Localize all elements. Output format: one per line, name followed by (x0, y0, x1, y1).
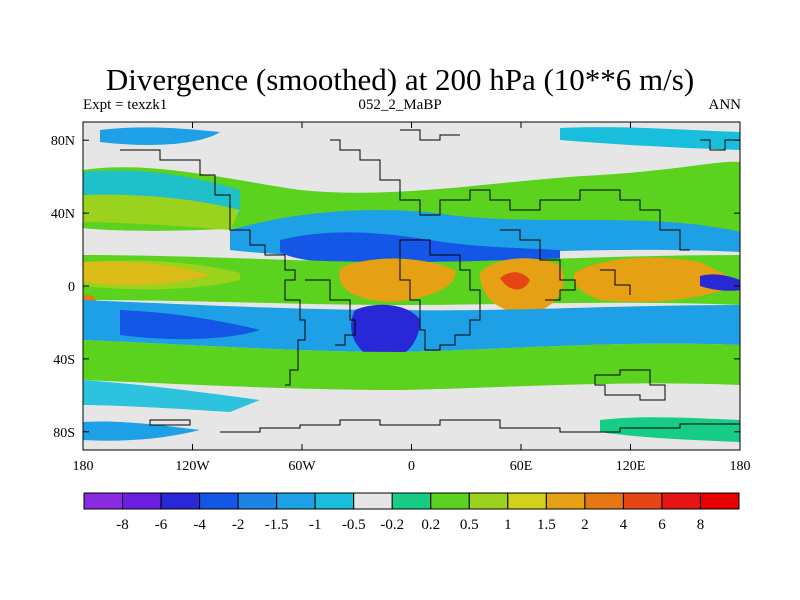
y-tick-label: 80S (53, 426, 75, 441)
colorbar-label: -8 (116, 517, 129, 533)
x-tick-label: 120W (175, 459, 210, 474)
colorbar-label: -1 (309, 517, 322, 533)
field-sh-darkblue (120, 310, 260, 340)
field-sh-green (83, 340, 740, 390)
field-arctic-blue (100, 127, 220, 145)
field-arctic-cyan (560, 127, 740, 150)
colorbar-box (160, 492, 201, 510)
colorbar-box (661, 492, 701, 510)
colorbar-label: -6 (155, 517, 168, 533)
colorbar-box (83, 492, 124, 510)
colorbar-box (276, 492, 316, 510)
y-tick-label: 40N (51, 207, 75, 222)
colorbar-label: 4 (620, 517, 628, 533)
colorbar-label: 1 (504, 517, 512, 533)
field-westpacific-orange (573, 257, 740, 302)
y-tick-label: 40S (53, 353, 75, 368)
colorbar-box (468, 492, 509, 510)
colorbar-label: 2 (581, 517, 589, 533)
colorbar-box (122, 492, 162, 510)
colorbar-box (353, 492, 393, 510)
field-sh-cyan (83, 380, 260, 412)
colorbar-label: 0.5 (460, 517, 479, 533)
x-tick-label: 60W (288, 459, 316, 474)
x-tick-label: 180 (73, 459, 94, 474)
colorbar-label: -2 (232, 517, 245, 533)
y-tick-label: 0 (68, 280, 75, 295)
colorbar-label: -0.2 (380, 517, 404, 533)
field-nh-lightgreen (83, 194, 240, 230)
coastlines (120, 129, 740, 433)
colorbar-box (430, 492, 470, 510)
experiment-label: Expt = texzk1 (83, 97, 168, 113)
field-antarctic-green (600, 417, 740, 442)
colorbar-box (622, 492, 663, 510)
case-label: 052_2_MaBP (358, 97, 442, 113)
field-africa-red (500, 272, 530, 290)
x-tick-label: 60E (510, 459, 533, 474)
chart-title: Divergence (smoothed) at 200 hPa (10**6 … (105, 62, 695, 97)
colorbar-box (237, 492, 278, 510)
field-equatorial-yellow-west (83, 260, 240, 290)
colorbar-box (699, 492, 740, 510)
colorbar-label: -4 (193, 517, 206, 533)
field-antarctic-cyan (83, 421, 200, 441)
colorbar-box (507, 492, 547, 510)
x-axis: 180 120W 60W 0 60E 120E 180 (73, 122, 751, 474)
y-tick-label: 80N (51, 134, 75, 149)
x-tick-label: 0 (408, 459, 415, 474)
season-label: ANN (708, 97, 742, 113)
colorbar: -8 -6 -4 -2 -1.5 -1 -0.5 -0.2 0.2 0.5 1 1.5 2 4 6 8 (83, 492, 740, 533)
colorbar-box (391, 492, 432, 510)
colorbar-box (314, 492, 355, 510)
map-field (83, 122, 740, 450)
field-atlantic-orange (339, 258, 456, 302)
colorbar-label: -0.5 (342, 517, 366, 533)
x-tick-label: 180 (730, 459, 751, 474)
colorbar-box (584, 492, 624, 510)
colorbar-label: 8 (697, 517, 705, 533)
colorbar-label: 0.2 (421, 517, 440, 533)
field-eastpacific-blue (700, 274, 740, 291)
colorbar-box (545, 492, 586, 510)
colorbar-label: -1.5 (265, 517, 289, 533)
field-south-atlantic-blue (351, 304, 420, 361)
x-tick-label: 120E (616, 459, 646, 474)
colorbar-label: 1.5 (537, 517, 556, 533)
y-axis: 80N 40N 0 40S 80S (51, 134, 740, 441)
colorbar-box (199, 492, 239, 510)
field-nh-darkblue (280, 232, 560, 262)
colorbar-label: 6 (658, 517, 666, 533)
